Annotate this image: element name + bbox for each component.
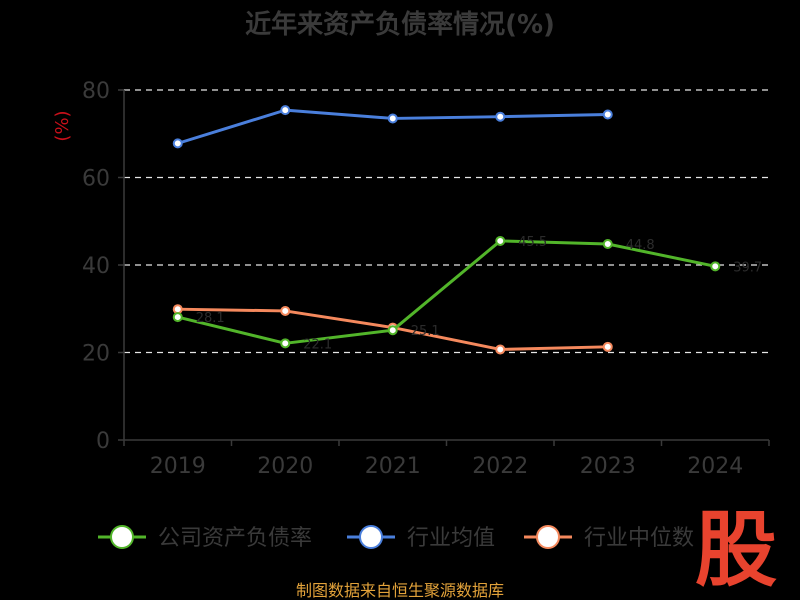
data-point xyxy=(387,113,398,124)
data-label: 22.1 xyxy=(303,337,332,352)
data-label: 28.1 xyxy=(196,311,225,326)
legend-marker xyxy=(536,525,560,549)
chart-title: 近年来资产负债率情况(%) xyxy=(245,9,555,40)
x-tick-label: 2022 xyxy=(472,454,528,479)
series-group xyxy=(172,105,613,149)
y-axis-ticks: 0 20 40 60 80 xyxy=(82,79,124,454)
legend-item[interactable]: 行业中位数 xyxy=(524,525,694,551)
data-label: 44.8 xyxy=(626,238,655,253)
legend-marker xyxy=(359,525,383,549)
legend-item[interactable]: 行业均值 xyxy=(347,525,495,551)
series-line xyxy=(177,239,716,345)
data-point xyxy=(710,261,721,272)
legend-marker xyxy=(110,525,134,549)
data-point xyxy=(172,304,183,315)
y-tick-label: 40 xyxy=(82,254,110,279)
series-group: 28.1 22.1 25.1 45.5 44.8 39.7 xyxy=(172,235,762,352)
y-tick-label: 20 xyxy=(82,342,110,367)
series-lines: 28.1 22.1 25.1 45.5 44.8 39.7 xyxy=(172,105,762,355)
data-point xyxy=(172,138,183,149)
data-point xyxy=(495,111,506,122)
data-label: 45.5 xyxy=(518,235,547,250)
legend-label: 行业中位数 xyxy=(584,526,694,551)
legend: 公司资产负债率 行业均值 行业中位数 xyxy=(98,525,694,551)
x-tick-label: 2023 xyxy=(580,454,636,479)
data-label: 25.1 xyxy=(411,324,440,339)
data-point xyxy=(602,109,613,120)
watermark-logo: 股 xyxy=(695,503,777,598)
x-tick-label: 2021 xyxy=(365,454,421,479)
y-tick-label: 60 xyxy=(82,167,110,192)
data-point xyxy=(280,305,291,316)
x-tick-label: 2019 xyxy=(150,454,206,479)
data-point xyxy=(602,239,613,249)
data-point xyxy=(280,338,291,349)
y-axis-unit: (%) xyxy=(52,110,73,141)
grid-lines xyxy=(124,89,769,354)
x-tick-label: 2020 xyxy=(257,454,313,479)
data-point xyxy=(387,325,398,336)
data-source-note: 制图数据来自恒生聚源数据库 xyxy=(296,581,504,600)
legend-label: 行业均值 xyxy=(407,526,495,551)
data-point xyxy=(495,235,506,246)
data-point xyxy=(602,341,613,352)
legend-item[interactable]: 公司资产负债率 xyxy=(98,525,312,551)
y-tick-label: 0 xyxy=(96,429,110,454)
data-label: 39.7 xyxy=(733,260,762,275)
x-axis-ticks: 2019 2020 2021 2022 2023 2024 xyxy=(123,440,770,479)
data-point xyxy=(172,312,183,323)
data-point xyxy=(495,344,506,355)
legend-label: 公司资产负债率 xyxy=(158,526,312,551)
data-point xyxy=(280,105,291,116)
y-tick-label: 80 xyxy=(82,79,110,104)
x-tick-label: 2024 xyxy=(687,454,743,479)
